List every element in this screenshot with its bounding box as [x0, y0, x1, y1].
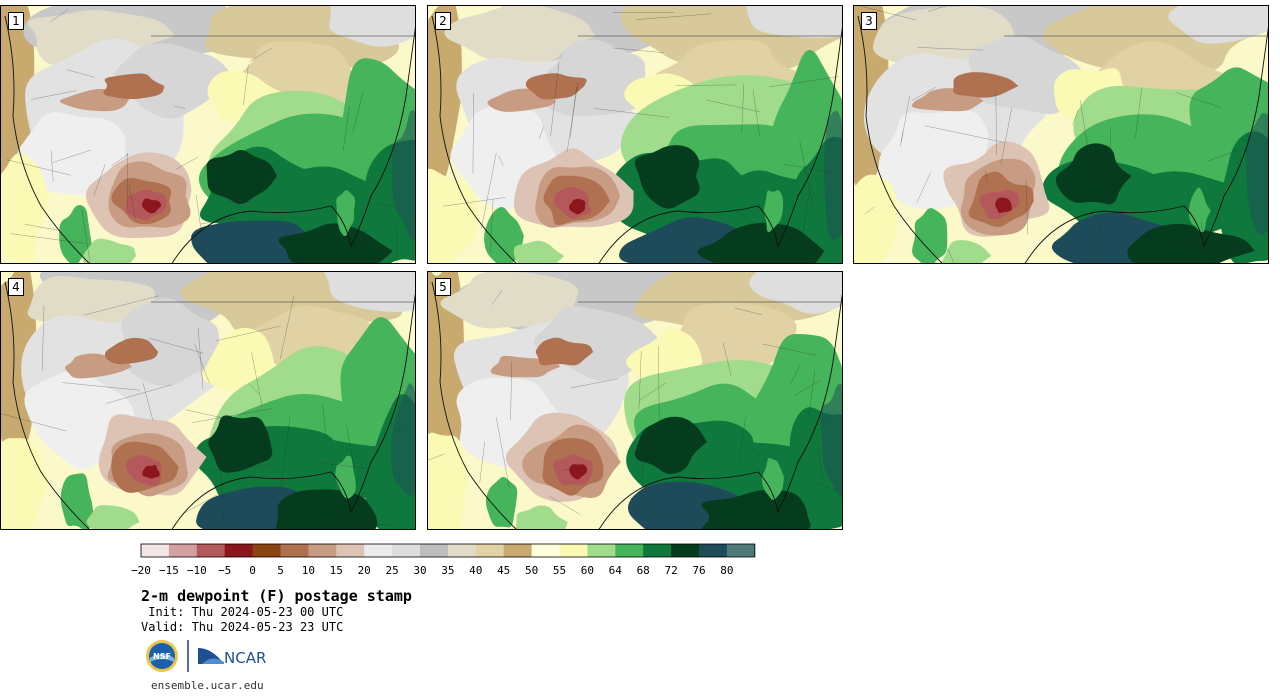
dewpoint-colorbar: −20 −15 −10 −5 0 5 10 15 20 25 30 35 40 45 50 55 60 64 68 7…: [131, 543, 756, 577]
colorbar-segment: [196, 544, 226, 557]
dewpoint-map: [1, 6, 415, 263]
map-panel-4: 4: [0, 271, 416, 530]
colorbar-segment: [420, 544, 449, 557]
colorbar-tick-label: 30: [413, 564, 426, 577]
colorbar-tick-label: 10: [302, 564, 315, 577]
colorbar-segment: [336, 544, 365, 557]
colorbar-segment: [671, 544, 700, 557]
colorbar-tick-label: 45: [497, 564, 510, 577]
panel-number-label: 2: [435, 12, 451, 30]
map-panel-5: 5: [427, 271, 843, 530]
dewpoint-map: [428, 6, 842, 263]
colorbar-tick-label: 76: [692, 564, 705, 577]
dewpoint-map: [1, 272, 415, 529]
colorbar-segment: [643, 544, 672, 557]
colorbar-tick-label: 72: [664, 564, 677, 577]
panel-number-label: 4: [8, 278, 24, 296]
map-panel-3: 3: [853, 5, 1269, 264]
colorbar-segment: [587, 544, 616, 557]
colorbar-segment: [531, 544, 560, 557]
colorbar-segment: [615, 544, 644, 557]
colorbar-frame: [140, 543, 756, 558]
colorbar-tick-label: −20: [131, 564, 151, 577]
colorbar-tick-label: −15: [159, 564, 179, 577]
colorbar-tick-label: 60: [581, 564, 594, 577]
colorbar-tick-label: 0: [249, 564, 256, 577]
colorbar-tick-label: 68: [637, 564, 650, 577]
colorbar-segment: [447, 544, 477, 557]
colorbar-tick-label: 55: [553, 564, 566, 577]
colorbar-tick-label: −10: [187, 564, 207, 577]
dewpoint-map: [428, 272, 842, 529]
valid-time: Valid: Thu 2024-05-23 23 UTC: [141, 620, 344, 634]
website-url: ensemble.ucar.edu: [151, 679, 264, 692]
colorbar-segment: [392, 544, 421, 557]
colorbar-segment: [475, 544, 505, 557]
colorbar-segment: [141, 544, 170, 557]
ncar-logo: NCAR: [198, 648, 266, 667]
colorbar-segment: [308, 544, 337, 557]
colorbar-segment: [364, 544, 393, 557]
map-panel-2: 2: [427, 5, 843, 264]
ncar-logo-text: NCAR: [224, 649, 266, 667]
figure-title: 2-m dewpoint (F) postage stamp: [141, 587, 412, 605]
colorbar-segment: [726, 544, 756, 557]
dewpoint-map: [854, 6, 1268, 263]
panel-number-label: 5: [435, 278, 451, 296]
nsf-logo-text: NSF: [153, 652, 171, 661]
panel-number-label: 3: [861, 12, 877, 30]
colorbar-tick-label: −5: [218, 564, 231, 577]
colorbar-tick-label: 15: [330, 564, 343, 577]
colorbar-tick-label: 40: [469, 564, 482, 577]
colorbar-tick-label: 80: [720, 564, 733, 577]
colorbar-segment: [503, 544, 532, 557]
nsf-logo: NSF: [146, 640, 178, 672]
colorbar-tick-label: 5: [277, 564, 284, 577]
colorbar-segment: [224, 544, 253, 557]
colorbar-tick-label: 50: [525, 564, 538, 577]
map-panel-1: 1: [0, 5, 416, 264]
colorbar-tick-label: 35: [441, 564, 454, 577]
panel-number-label: 1: [8, 12, 24, 30]
colorbar-tick-label: 20: [358, 564, 371, 577]
colorbar-segment: [280, 544, 309, 557]
colorbar-segment: [168, 544, 198, 557]
init-time: Init: Thu 2024-05-23 00 UTC: [141, 605, 344, 619]
colorbar-segment: [252, 544, 281, 557]
colorbar-tick-label: 64: [609, 564, 623, 577]
colorbar-segment: [559, 544, 588, 557]
logos: NSF NCAR: [146, 640, 266, 672]
colorbar-segment: [699, 544, 728, 557]
colorbar-tick-label: 25: [385, 564, 398, 577]
